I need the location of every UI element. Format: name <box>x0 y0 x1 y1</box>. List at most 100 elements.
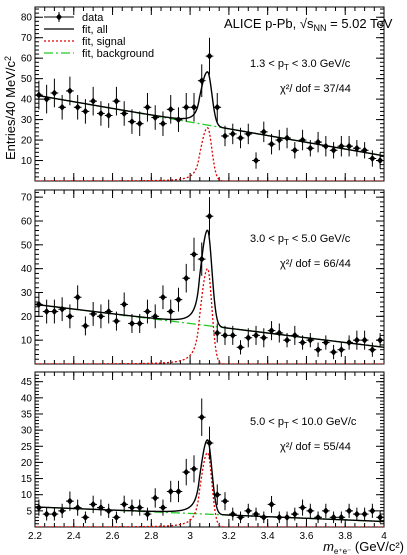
data-point <box>59 305 66 313</box>
data-point <box>121 300 128 308</box>
x-tick-label: 4 <box>381 531 387 542</box>
data-point <box>268 140 275 148</box>
data-point <box>284 513 291 521</box>
y-tick-label: 10 <box>21 490 33 501</box>
legend-label: fit, background <box>82 48 154 60</box>
data-point <box>369 507 376 515</box>
y-tick-label: 20 <box>21 312 33 323</box>
data-point <box>346 339 353 347</box>
data-point <box>353 336 360 344</box>
data-point <box>121 109 128 117</box>
data-point <box>369 154 376 162</box>
data-point <box>159 504 166 512</box>
data-point <box>253 331 260 339</box>
data-point <box>284 134 291 142</box>
data-point <box>377 513 384 521</box>
data-point <box>291 510 298 518</box>
x-tick-label: 3.6 <box>299 531 313 542</box>
chi2-label: χ²/ dof = 55/44 <box>280 441 351 453</box>
data-point <box>377 157 384 165</box>
data-point <box>307 336 314 344</box>
y-tick-label: 70 <box>21 33 33 44</box>
data-point <box>198 77 205 85</box>
y-tick-label: 50 <box>21 74 33 85</box>
chi2-label: χ²/ dof = 37/44 <box>280 83 351 95</box>
data-point <box>322 507 329 515</box>
data-point <box>260 128 267 136</box>
panel-bottom: 5 10 15 20 25 30 35 40 45 5.0 < pT < 10.0 GeV/c χ²… <box>21 371 385 528</box>
pt-range-label: 5.0 < pT < 10.0 GeV/c <box>250 416 357 430</box>
data-point <box>338 142 345 150</box>
data-point <box>276 136 283 144</box>
data-point <box>66 87 73 95</box>
data-point <box>330 513 337 521</box>
data-point <box>245 334 252 342</box>
data-point <box>330 348 337 356</box>
y-tick-label: 40 <box>21 264 33 275</box>
data-point <box>245 130 252 138</box>
panel-top: 10 20 30 40 50 60 70 80 1.3 < pT < 3.0 GeV/c χ²/ … <box>21 6 393 182</box>
y-tick-label: 20 <box>21 458 33 469</box>
data-point <box>377 336 384 344</box>
data-point <box>214 491 221 499</box>
data-point <box>183 103 190 111</box>
chi2-label: χ²/ dof = 66/44 <box>280 258 351 270</box>
y-tick-label: 30 <box>21 288 33 299</box>
fit-signal-curve <box>35 268 384 364</box>
data-point <box>346 507 353 515</box>
data-point <box>35 504 42 512</box>
data-point <box>253 157 260 165</box>
x-tick-label: 2.8 <box>144 531 158 542</box>
x-tick-label: 3 <box>187 531 193 542</box>
data-point <box>97 109 104 117</box>
x-tick-label: 3.2 <box>222 531 236 542</box>
y-tick-label: 80 <box>21 13 33 24</box>
data-point <box>322 339 329 347</box>
y-tick-label: 30 <box>21 426 33 437</box>
data-point <box>152 114 159 122</box>
data-point <box>299 504 306 512</box>
data-point <box>260 334 267 342</box>
data-point <box>59 103 66 111</box>
data-point <box>175 487 182 495</box>
y-tick-label: 45 <box>21 377 33 388</box>
data-point <box>291 331 298 339</box>
data-point <box>315 138 322 146</box>
data-point <box>222 497 229 505</box>
data-point <box>144 308 151 316</box>
data-point <box>206 212 213 220</box>
y-tick-label: 10 <box>21 156 33 167</box>
data-point <box>113 513 120 521</box>
data-point <box>291 146 298 154</box>
x-tick-label: 2.2 <box>28 531 42 542</box>
data-point <box>206 52 213 60</box>
data-point <box>353 510 360 518</box>
data-point <box>268 500 275 508</box>
data-point <box>222 331 229 339</box>
data-point <box>82 513 89 521</box>
data-point <box>74 504 81 512</box>
data-point <box>43 95 50 103</box>
pt-range-label: 1.3 < pT < 3.0 GeV/c <box>250 58 351 72</box>
y-tick-label: 40 <box>21 393 33 404</box>
data-point <box>105 308 112 316</box>
data-point <box>82 322 89 330</box>
x-tick-label: 2.4 <box>67 531 81 542</box>
data-point <box>128 319 135 327</box>
data-point <box>59 507 66 515</box>
data-point <box>315 346 322 354</box>
y-tick-label: 60 <box>21 216 33 227</box>
data-point <box>51 308 58 316</box>
x-axis-title: me⁺e⁻ (GeV/c²) <box>323 539 404 555</box>
data-point <box>229 510 236 518</box>
legend-label: data <box>82 12 104 24</box>
fit-all-curve <box>35 229 384 349</box>
data-point <box>167 487 174 495</box>
data-point <box>276 329 283 337</box>
data-point <box>361 146 368 154</box>
data-point <box>322 142 329 150</box>
data-point <box>307 144 314 152</box>
data-point <box>105 111 112 119</box>
data-point <box>175 116 182 124</box>
